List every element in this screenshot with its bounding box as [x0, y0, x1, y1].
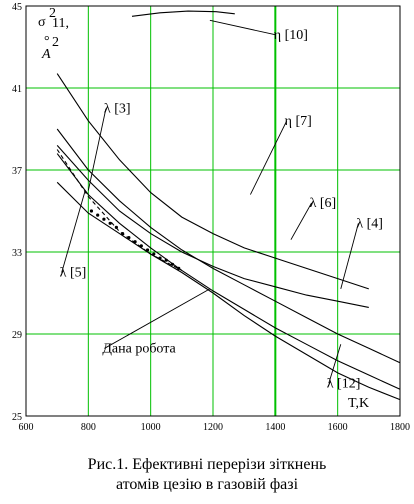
y-tick-label: 37: [12, 166, 22, 177]
data-point: [102, 217, 106, 221]
y-tick-label: 33: [12, 248, 22, 259]
data-point: [114, 225, 118, 229]
annotation-label: λ [4]: [356, 216, 383, 231]
figure-caption: Рис.1. Ефективні перерізи зіткнень атомі…: [0, 455, 414, 495]
annotation-label: λ [5]: [60, 266, 87, 281]
annotation-label: Дана робота: [102, 341, 176, 356]
y-axis-label-ring: °: [44, 34, 50, 49]
series-line: [56, 149, 183, 271]
series-line: [56, 153, 401, 390]
annotation-leader: [249, 120, 288, 195]
annotation-leader: [328, 344, 342, 384]
y-axis-label-sigma: σ: [38, 15, 46, 30]
y-tick-label: 45: [12, 2, 22, 13]
annotation-label: λ [3]: [104, 102, 131, 117]
y-axis-label-unit-exp: 2: [52, 35, 59, 50]
x-axis-label: T,K: [348, 396, 369, 411]
data-point: [127, 236, 131, 240]
x-tick-label: 800: [81, 422, 96, 433]
data-point: [133, 240, 137, 244]
y-axis-label-sub: 11,: [52, 16, 69, 31]
data-point: [158, 256, 162, 260]
x-tick-label: 1800: [390, 422, 410, 433]
x-tick-label: 1000: [141, 422, 161, 433]
x-tick-label: 1600: [328, 422, 348, 433]
data-point: [121, 231, 125, 236]
caption-line-2: атомів цезію в газовій фазі: [115, 476, 299, 493]
annotation-leader: [87, 108, 107, 191]
y-tick-label: 29: [12, 330, 22, 341]
series-line: [56, 181, 401, 401]
y-axis-label-exp: 2: [49, 6, 56, 21]
data-point: [177, 266, 181, 270]
annotation-leader: [209, 19, 276, 36]
x-tick-label: 1200: [203, 422, 223, 433]
series-line: [56, 73, 369, 290]
x-tick-label: 600: [19, 422, 34, 433]
annotation-leader: [104, 288, 211, 349]
y-tick-label: 25: [12, 412, 22, 423]
series-line: [56, 128, 401, 364]
data-point: [89, 209, 94, 213]
data-point: [164, 258, 168, 262]
series-line: [56, 145, 369, 308]
data-point: [108, 221, 112, 225]
data-point: [152, 252, 156, 256]
annotation-label: η [7]: [285, 114, 312, 129]
cross-section-chart: 600 800 1000 1200 1400 1600 1800 25 29 33 37 41 45 σ2…: [12, 2, 410, 433]
annotation-leader: [290, 202, 313, 240]
series-line: [131, 10, 235, 17]
y-axis-label-unit: A: [41, 47, 51, 62]
data-point: [139, 244, 143, 248]
data-point: [96, 213, 100, 217]
plot-frame: [25, 5, 401, 417]
annotation-leader: [61, 190, 86, 273]
caption-line-1: Рис.1. Ефективні перерізи зіткнень: [87, 456, 327, 473]
data-point: [145, 248, 150, 252]
x-tick-label: 1400: [265, 422, 285, 433]
annotation-label: η [10]: [274, 28, 308, 43]
annotation-label: λ [12]: [327, 376, 361, 391]
annotation-label: λ [6]: [310, 196, 337, 211]
data-point: [170, 262, 175, 266]
annotation-leader: [340, 223, 359, 290]
y-tick-label: 41: [12, 84, 22, 95]
